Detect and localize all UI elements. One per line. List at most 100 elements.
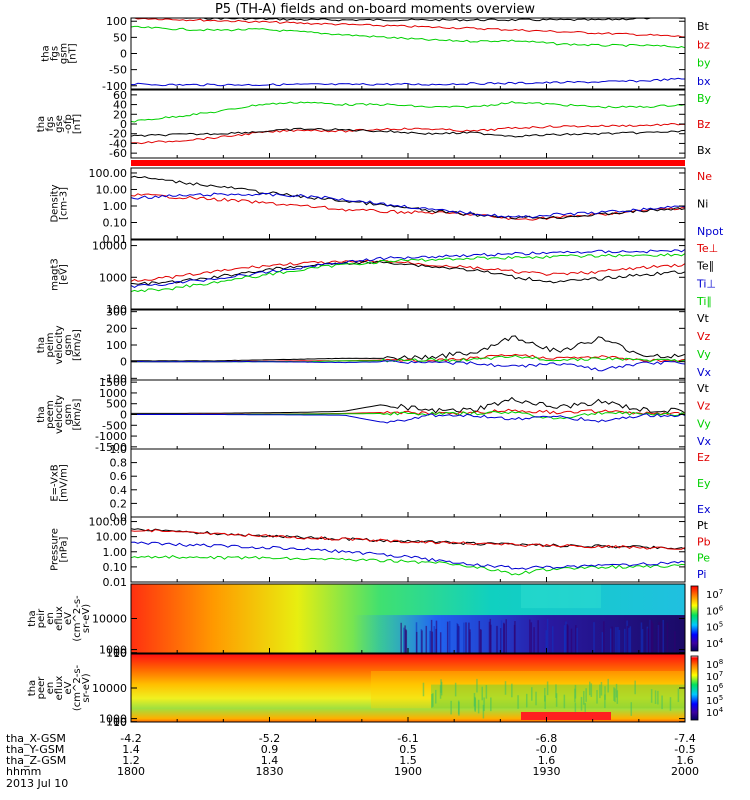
spectrogram-noise (400, 622, 402, 658)
y-tick-label: 500 (106, 398, 127, 411)
spectrogram-noise (431, 694, 433, 708)
legend-Vx: Vx (697, 435, 712, 448)
y-axis-label: en (45, 612, 56, 625)
spectrogram-noise (537, 620, 539, 655)
y-axis-label: peir (36, 608, 47, 628)
spectrogram-noise (490, 697, 492, 712)
y-tick-label: 10000 (92, 240, 127, 253)
footer-value: 1900 (394, 765, 422, 778)
spectrogram-noise (535, 691, 537, 706)
footer-value: 2000 (671, 765, 699, 778)
series-line-Te⊥ (130, 259, 686, 282)
y-axis-label: fgs (45, 116, 56, 131)
footer-label-z: tha_Z-GSM (6, 754, 66, 767)
spectrogram-noise (593, 622, 595, 657)
panel-pressure: 100.00 10.00 1.00 0.10 0.01 Pressure[nPa] Pt Pb… (50, 516, 711, 589)
spectrogram-noise (650, 618, 652, 654)
y-tick-label: 0.0 (110, 511, 128, 524)
spectrogram-noise (669, 697, 672, 711)
spectrogram-noise (601, 632, 604, 667)
y-tick-label: 0.4 (110, 484, 128, 497)
legend-Ey: Ey (697, 477, 711, 490)
spectrogram-noise (545, 630, 547, 665)
footer-label-y: tha_Y-GSM (6, 743, 64, 756)
spectrogram-noise (430, 619, 433, 655)
y-tick-label: -50 (109, 64, 127, 77)
y-axis-label: [nPa] (59, 536, 70, 562)
footer-value: 1.5 (399, 754, 417, 767)
legend-Bt: Bt (697, 20, 710, 33)
y-tick-label: 10.00 (96, 183, 128, 196)
legend-Te∥: Te∥ (696, 260, 714, 273)
spectrogram-noise (463, 622, 465, 658)
y-axis-label: velocity (54, 325, 65, 364)
y-axis-label: gsm (63, 334, 74, 355)
legend-Vx: Vx (697, 366, 712, 379)
spectrogram-noise (600, 681, 603, 696)
footer-value: -6.8 (536, 732, 557, 745)
y-axis-label: sr-eV) (81, 673, 92, 702)
spectrogram-noise (448, 620, 451, 656)
y-tick-label: -40 (109, 137, 127, 150)
spectrogram-band (431, 684, 685, 709)
spectrogram-noise (650, 689, 653, 703)
legend-bz: bz (697, 38, 710, 51)
spectrogram-noise (662, 619, 664, 655)
y-tick-label: 0.10 (103, 561, 128, 574)
legend-Ex: Ex (697, 503, 711, 516)
y-tick-label: -500 (102, 419, 127, 432)
y-axis-label: [eV] (59, 264, 70, 285)
spectrogram-noise (580, 696, 583, 711)
colorbar (690, 585, 699, 652)
spectrogram-noise (525, 693, 528, 708)
spectrogram-noise (604, 686, 606, 700)
y-tick-label: 300 (106, 306, 127, 319)
spectrogram-noise (574, 702, 577, 717)
y-axis-label: peer (36, 676, 47, 700)
spectrogram-noise (555, 684, 557, 698)
colorbar-tick-label: 105 (706, 621, 723, 634)
legend-Te⊥: Te⊥ (696, 242, 718, 255)
y-axis-label: [km/s] (72, 398, 83, 430)
y-tick-label: 100.00 (89, 167, 128, 180)
y-axis-label: tha (36, 406, 47, 422)
y-tick-label: 0.01 (103, 233, 128, 246)
legend-by: by (697, 57, 711, 70)
colorbar (690, 655, 699, 721)
footer-value: 1800 (117, 765, 145, 778)
y-tick-label: 1000 (99, 387, 127, 400)
spectrogram-noise (654, 690, 657, 704)
spectrogram-noise (544, 687, 546, 702)
legend-Vy: Vy (697, 348, 711, 361)
panel-frame (130, 309, 686, 381)
spectrogram-noise (435, 620, 438, 656)
spectrogram-low-energy (131, 615, 685, 653)
spectrogram-noise (656, 627, 659, 663)
spectrogram-noise (647, 629, 650, 664)
footer-value: 1.4 (122, 743, 140, 756)
y-tick-label: 50 (113, 31, 127, 44)
y-axis-label: tha (36, 337, 47, 353)
colorbar-tick-label: 108 (706, 658, 723, 671)
series-line-Pb (130, 528, 686, 550)
spectrogram-noise (666, 622, 669, 658)
colorbar-tick-label: 107 (706, 588, 723, 601)
spectrogram-noise (616, 690, 619, 704)
series-line-Pi (130, 541, 686, 570)
y-axis-label: eV (63, 612, 74, 625)
spectrogram-noise (511, 683, 513, 698)
y-axis-label: [mV/m] (59, 464, 70, 502)
legend-Pb: Pb (697, 535, 711, 548)
spectrogram-noise (503, 623, 506, 659)
y-tick-label: 1000 (99, 271, 127, 284)
footer-value: 0.5 (399, 743, 417, 756)
footer-value: 0.9 (261, 743, 279, 756)
y-axis-label: -ofp (63, 114, 74, 134)
spectrogram-noise (584, 703, 586, 717)
spectrogram-noise (469, 629, 471, 664)
y-tick-label: 10000 (92, 682, 127, 695)
colorbar-tick-label: 106 (706, 604, 724, 617)
spectrogram-noise (450, 700, 452, 715)
